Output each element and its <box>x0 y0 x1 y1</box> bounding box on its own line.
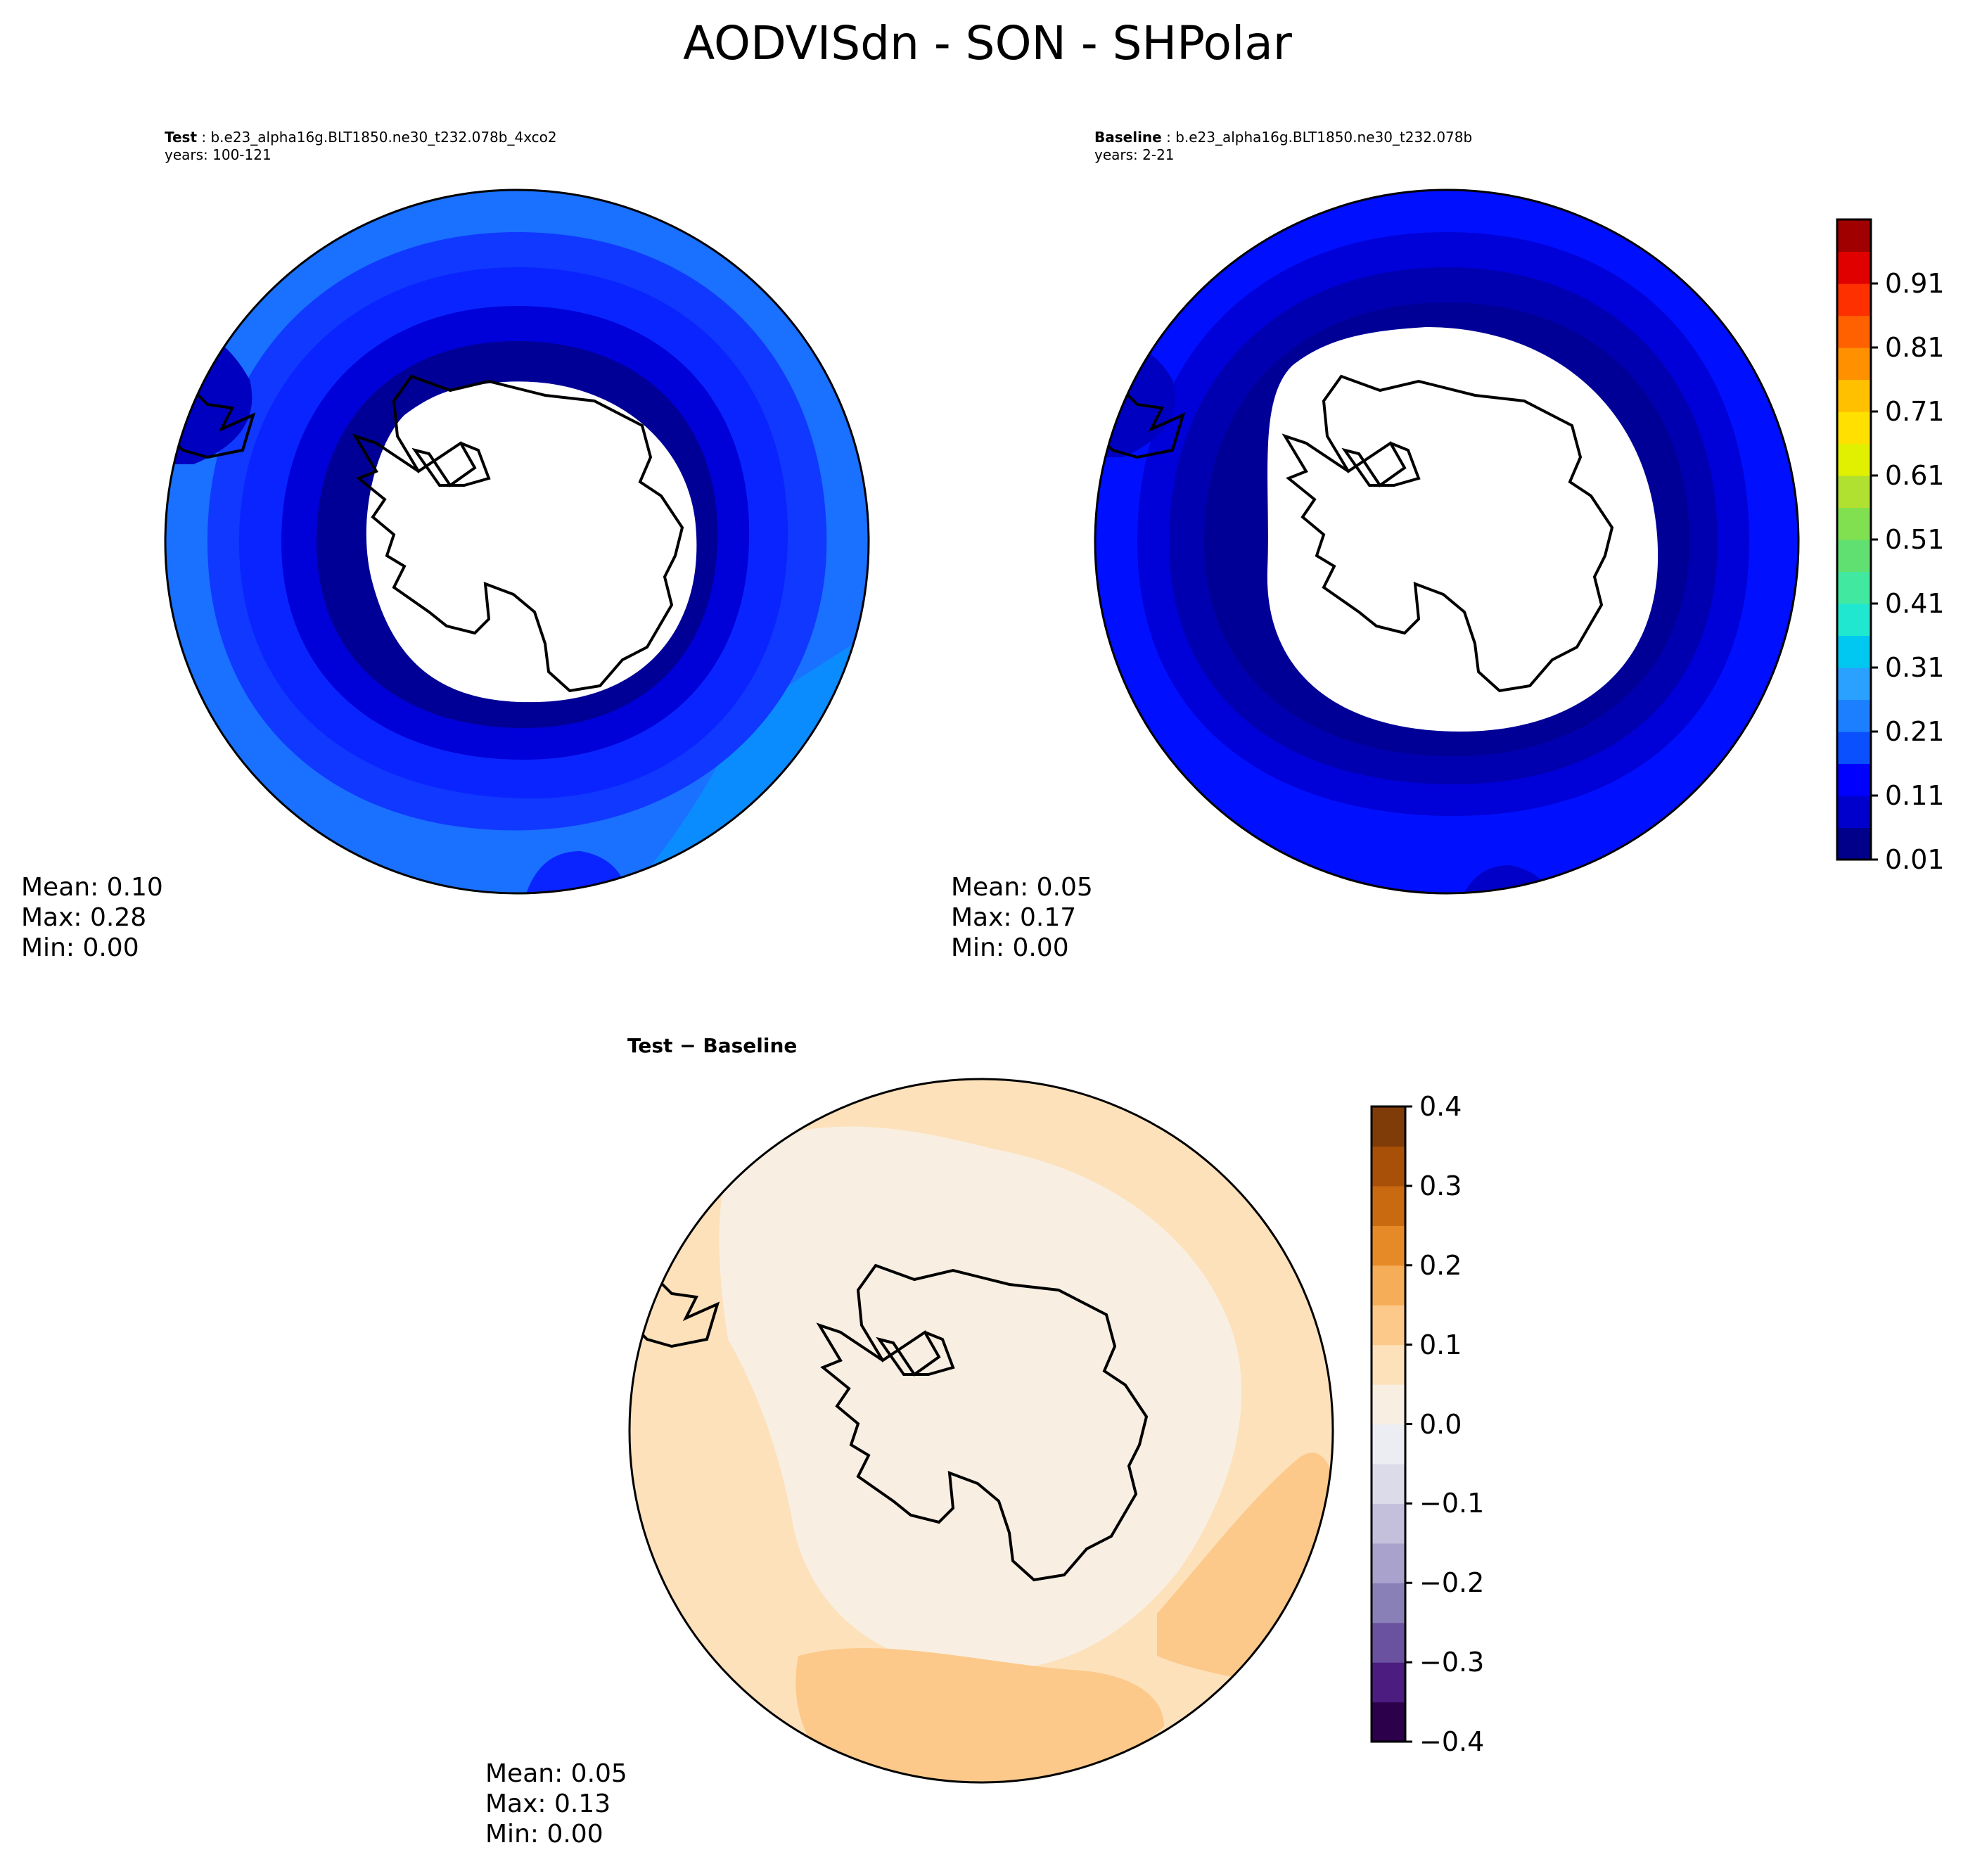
diff-colorbar-tick-label: 0.4 <box>1419 1091 1462 1122</box>
main-colorbar-segment-19 <box>1837 219 1871 253</box>
main-colorbar-segment-16 <box>1837 315 1871 348</box>
main-colorbar-tick-label: 0.51 <box>1885 524 1945 555</box>
main-colorbar-tick-label: 0.71 <box>1885 396 1945 427</box>
main-colorbar-segment-15 <box>1837 347 1871 381</box>
test-header: Test : b.e23_alpha16g.BLT1850.ne30_t232.… <box>165 129 557 164</box>
main-colorbar-segment-17 <box>1837 283 1871 317</box>
diff-header: Test − Baseline <box>627 1034 797 1058</box>
diff-max: Max: 0.13 <box>485 1789 611 1818</box>
diff-colorbar-segment-13 <box>1372 1185 1405 1226</box>
main-colorbar-segment-10 <box>1837 507 1871 540</box>
baseline-min: Min: 0.00 <box>951 933 1069 962</box>
baseline-years: years: 2-21 <box>1094 146 1175 163</box>
test-min: Min: 0.00 <box>21 933 139 962</box>
test-stats: Mean: 0.10 Max: 0.28 Min: 0.00 <box>21 872 163 963</box>
diff-colorbar-tick-label: −0.4 <box>1419 1726 1485 1757</box>
diff-colorbar-tick-label: 0.2 <box>1419 1249 1462 1281</box>
main-colorbar-tick-label: 0.21 <box>1885 716 1945 747</box>
main-colorbar-tick-label: 0.31 <box>1885 652 1945 683</box>
diff-mean: Mean: 0.05 <box>485 1759 627 1788</box>
main-colorbar-segment-18 <box>1837 251 1871 284</box>
diff-colorbar-tick-label: 0.0 <box>1419 1408 1462 1440</box>
diff-min: Min: 0.00 <box>485 1820 603 1849</box>
test-years: years: 100-121 <box>165 146 271 163</box>
diff-colorbar-tick-label: −0.1 <box>1419 1488 1485 1519</box>
diff-colorbar-segment-7 <box>1372 1424 1405 1465</box>
diff-colorbar-segment-2 <box>1372 1622 1405 1663</box>
baseline-label: Baseline <box>1094 129 1162 146</box>
baseline-polar-white <box>1267 327 1658 732</box>
main-colorbar-segment-13 <box>1837 411 1871 445</box>
baseline-mean: Mean: 0.05 <box>951 873 1093 902</box>
main-colorbar-tick-label: 0.61 <box>1885 460 1945 491</box>
diff-colorbar-segment-8 <box>1372 1384 1405 1425</box>
baseline-stats: Mean: 0.05 Max: 0.17 Min: 0.00 <box>951 872 1093 963</box>
diff-colorbar-segment-6 <box>1372 1463 1405 1504</box>
diff-map <box>628 1078 1334 1784</box>
diff-label: Test − Baseline <box>627 1034 798 1057</box>
main-colorbar <box>1836 218 1878 861</box>
diff-stats: Mean: 0.05 Max: 0.13 Min: 0.00 <box>485 1759 627 1849</box>
main-colorbar-segment-14 <box>1837 379 1871 412</box>
main-colorbar-segment-3 <box>1837 732 1871 765</box>
baseline-map <box>1094 189 1800 895</box>
diff-colorbar-tick-label: 0.1 <box>1419 1329 1462 1360</box>
diff-orange-south <box>795 1648 1164 1782</box>
baseline-header: Baseline : b.e23_alpha16g.BLT1850.ne30_t… <box>1094 129 1472 164</box>
diff-colorbar-segment-1 <box>1372 1662 1405 1703</box>
main-colorbar-segment-12 <box>1837 443 1871 476</box>
test-mean: Mean: 0.10 <box>21 873 163 902</box>
main-colorbar-segment-8 <box>1837 571 1871 604</box>
main-colorbar-tick-label: 0.01 <box>1885 844 1945 875</box>
test-sep: : <box>197 129 211 146</box>
main-colorbar-tick-label: 0.11 <box>1885 780 1945 811</box>
baseline-sep: : <box>1161 129 1176 146</box>
main-colorbar-tick-label: 0.91 <box>1885 268 1945 299</box>
diff-colorbar-tick-label: 0.3 <box>1419 1170 1462 1201</box>
diff-colorbar-segment-4 <box>1372 1543 1405 1583</box>
main-colorbar-segment-5 <box>1837 668 1871 701</box>
main-colorbar-segment-4 <box>1837 699 1871 732</box>
test-label: Test <box>165 129 198 146</box>
main-colorbar-segment-7 <box>1837 604 1871 637</box>
figure-title: AODVISdn - SON - SHPolar <box>683 16 1292 70</box>
diff-colorbar-segment-15 <box>1372 1106 1405 1147</box>
diff-colorbar-segment-14 <box>1372 1146 1405 1187</box>
diff-colorbar-segment-12 <box>1372 1225 1405 1266</box>
test-map <box>164 189 870 895</box>
main-colorbar-segment-6 <box>1837 635 1871 668</box>
main-colorbar-segment-11 <box>1837 476 1871 509</box>
main-colorbar-segment-1 <box>1837 796 1871 829</box>
test-case: b.e23_alpha16g.BLT1850.ne30_t232.078b_4x… <box>210 129 557 146</box>
baseline-case: b.e23_alpha16g.BLT1850.ne30_t232.078b <box>1175 129 1473 146</box>
main-colorbar-tick-label: 0.41 <box>1885 588 1945 619</box>
diff-colorbar-segment-0 <box>1372 1702 1405 1742</box>
main-colorbar-segment-0 <box>1837 827 1871 860</box>
diff-map-border <box>628 1078 1334 1784</box>
diff-colorbar-segment-10 <box>1372 1305 1405 1346</box>
diff-colorbar-segment-3 <box>1372 1583 1405 1623</box>
main-colorbar-segment-2 <box>1837 763 1871 796</box>
diff-colorbar-segment-11 <box>1372 1265 1405 1306</box>
diff-colorbar-tick-label: −0.3 <box>1419 1647 1485 1678</box>
diff-colorbar <box>1370 1105 1412 1743</box>
test-max: Max: 0.28 <box>21 903 147 932</box>
main-colorbar-tick-label: 0.81 <box>1885 332 1945 363</box>
test-map-border <box>164 189 870 895</box>
main-colorbar-segment-9 <box>1837 540 1871 573</box>
baseline-map-border <box>1094 189 1800 895</box>
baseline-max: Max: 0.17 <box>951 903 1077 932</box>
test-polar-white <box>366 381 697 703</box>
diff-colorbar-tick-label: −0.2 <box>1419 1567 1485 1599</box>
diff-colorbar-segment-5 <box>1372 1503 1405 1544</box>
diff-colorbar-segment-9 <box>1372 1344 1405 1385</box>
